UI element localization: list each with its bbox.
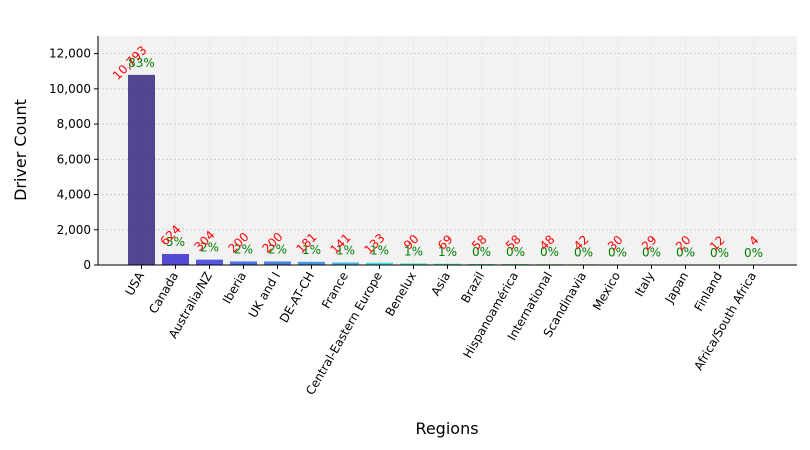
percent-label: 0% <box>506 245 525 259</box>
x-tick-label: USA <box>123 269 148 298</box>
percent-label: 2% <box>234 242 253 256</box>
y-ticks: 0 2,000 4,000 6,000 8,000 10,000 12,000 <box>49 47 98 272</box>
y-axis-title: Driver Count <box>11 99 30 201</box>
y-tick-label: 4,000 <box>57 188 91 202</box>
x-tick-label: France <box>319 270 351 312</box>
bar <box>332 262 359 265</box>
x-tick-label: Italy <box>632 270 657 300</box>
x-tick-label: DE-AT-CH <box>277 270 317 326</box>
bar <box>128 74 155 265</box>
y-tick-label: 0 <box>83 258 91 272</box>
bar <box>196 259 223 265</box>
x-tick-label: Asia <box>428 270 453 299</box>
x-axis-title: Regions <box>415 419 478 438</box>
y-tick-label: 2,000 <box>57 223 91 237</box>
percent-label: 1% <box>302 243 321 257</box>
x-tick-label: Japan <box>662 270 691 307</box>
percent-label: 83% <box>128 56 155 70</box>
percent-label: 0% <box>540 245 559 259</box>
x-tick-label: Africa/South Africa <box>691 270 759 373</box>
percent-label: 1% <box>370 244 389 258</box>
bar <box>264 261 291 265</box>
percent-label: 1% <box>404 244 423 258</box>
percent-label: 0% <box>744 246 763 260</box>
x-tick-label: UK and I <box>246 270 283 321</box>
y-tick-label: 8,000 <box>57 117 91 131</box>
bar <box>502 263 529 265</box>
x-tick-label: Brazil <box>458 270 487 306</box>
percent-label: 5% <box>166 235 185 249</box>
plot-background <box>98 36 797 265</box>
bar <box>468 263 495 265</box>
percent-label: 0% <box>710 246 729 260</box>
x-tick-label: Iberia <box>220 270 249 307</box>
x-tick-label: Benelux <box>383 270 419 319</box>
percent-label: 0% <box>472 245 491 259</box>
bar <box>298 261 325 265</box>
percent-label: 1% <box>336 244 355 258</box>
percent-label: 1% <box>438 245 457 259</box>
percent-label: 0% <box>608 245 627 259</box>
bar <box>162 254 189 265</box>
bar <box>366 262 393 265</box>
bar <box>400 263 427 265</box>
y-tick-label: 12,000 <box>49 47 91 61</box>
percent-label: 2% <box>268 242 287 256</box>
x-tick-label: Mexico <box>590 270 623 313</box>
percent-label: 0% <box>642 245 661 259</box>
x-tick-label: Central-Eastern Europe <box>303 270 385 398</box>
x-tick-label: Finland <box>692 270 726 314</box>
grid-lines <box>98 36 797 265</box>
bar <box>434 263 461 265</box>
y-tick-label: 6,000 <box>57 152 91 166</box>
percent-label: 2% <box>200 241 219 255</box>
y-tick-label: 10,000 <box>49 82 91 96</box>
x-tick-label: Canada <box>146 270 181 317</box>
percent-label: 0% <box>574 245 593 259</box>
bar <box>230 261 257 265</box>
percent-label: 0% <box>676 246 695 260</box>
